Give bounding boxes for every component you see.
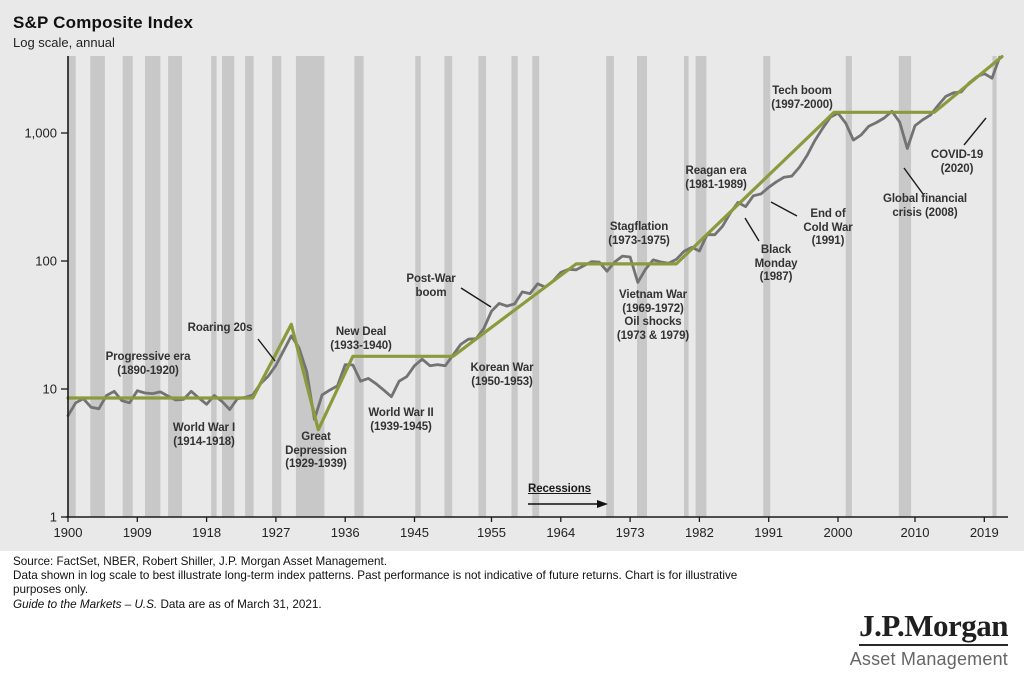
chart-canvas: 1 10 100 1,000 1900 1909 1918 1927 1936 1945 1955 1… [24, 55, 1008, 540]
index-data-line [66, 55, 1002, 421]
recession-band [845, 56, 852, 517]
recession-band [415, 56, 421, 517]
recession-band [245, 56, 254, 517]
trend-line [66, 55, 1004, 432]
recession-band [272, 56, 282, 517]
recessions-arrow-head [597, 500, 608, 508]
recession-band [606, 56, 614, 517]
footnote-disclaimer-2: purposes only. [13, 583, 89, 597]
x-tick-label: 1900 [54, 525, 83, 540]
x-tick-label: 1982 [685, 525, 714, 540]
footnote-gtm: Guide to the Markets – U.S. Data are as … [13, 598, 737, 612]
y-tick-label: 1,000 [24, 126, 57, 141]
recession-band [222, 56, 235, 517]
annotation-pointer-end-of-cold-war [770, 201, 798, 217]
gtm-date: Data are as of March 31, 2021. [157, 597, 322, 611]
recession-band [684, 56, 689, 517]
recession-band [898, 56, 912, 517]
jpmorgan-logo: J.P.Morgan Asset Management [849, 609, 1009, 670]
annotation-pointer-post-war-boom [460, 287, 492, 308]
y-tick-label: 10 [43, 382, 57, 397]
recession-band [90, 56, 105, 517]
recession-band [354, 56, 364, 517]
chart-subtitle: Log scale, annual [13, 35, 115, 50]
recession-band [168, 56, 182, 517]
recession-band [763, 56, 771, 517]
x-tick-label: 1927 [261, 525, 290, 540]
recession-band [122, 56, 133, 517]
recession-band [478, 56, 487, 517]
recession-band [637, 56, 647, 517]
logo-division: Asset Management [849, 648, 1008, 669]
x-tick-label: 2019 [970, 525, 999, 540]
gtm-title: Guide to the Markets – U.S. [13, 597, 158, 611]
footnote-source: Source: FactSet, NBER, Robert Shiller, J… [13, 555, 387, 568]
chart-title: S&P Composite Index [13, 13, 194, 32]
recession-band [145, 56, 161, 517]
x-tick-label: 1973 [616, 525, 645, 540]
annotation-pointer-covid-19 [963, 117, 987, 146]
recession-band [695, 56, 707, 517]
x-tick-label: 1945 [400, 525, 429, 540]
x-tick-label: 1909 [123, 525, 152, 540]
recession-band [992, 56, 997, 517]
recession-band [211, 56, 217, 517]
recession-band [444, 56, 453, 517]
logo-wordmark: J.P.Morgan [859, 609, 1008, 646]
y-tick-label: 1 [50, 510, 57, 525]
x-tick-label: 1991 [754, 525, 783, 540]
annotation-pointer-roaring-20s [257, 338, 276, 362]
annotation-pointer-global-financial-crisis [903, 167, 924, 195]
x-tick-label: 1936 [331, 525, 360, 540]
recession-band [295, 56, 325, 517]
footnotes: Source: FactSet, NBER, Robert Shiller, J… [13, 555, 737, 612]
x-tick-label: 1918 [192, 525, 221, 540]
recession-band [68, 56, 76, 517]
x-tick-label: 1964 [546, 525, 575, 540]
x-tick-label: 2000 [824, 525, 853, 540]
y-tick-label: 100 [35, 254, 57, 269]
x-tick-label: 1955 [477, 525, 506, 540]
annotation-pointer-black-monday [744, 217, 760, 242]
footnote-disclaimer-1: Data shown in log scale to best illustra… [13, 569, 738, 583]
x-tick-label: 2010 [901, 525, 930, 540]
recession-band [511, 56, 518, 517]
